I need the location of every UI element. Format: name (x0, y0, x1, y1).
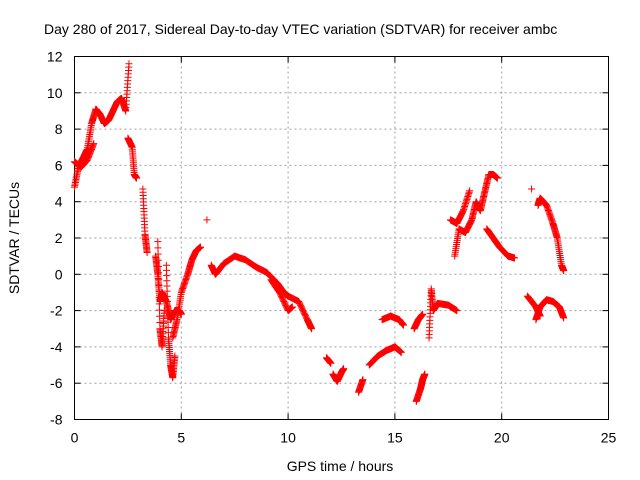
data-point-marker (327, 359, 335, 367)
y-tick-label: 8 (55, 121, 63, 137)
data-point-marker (155, 300, 163, 308)
data-point-marker (274, 287, 282, 295)
data-point-marker (397, 348, 405, 356)
x-axis-tick-labels: 0 5 10 15 20 25 (71, 430, 617, 446)
y-tick-label: -6 (50, 375, 63, 391)
axis-ticks (74, 56, 609, 420)
data-point-marker (154, 256, 162, 264)
data-point-marker (171, 352, 179, 360)
data-point-marker (421, 370, 429, 378)
data-points (71, 60, 568, 405)
chart-title: Day 280 of 2017, Sidereal Day-to-day VTE… (44, 21, 557, 37)
data-point-marker (90, 140, 98, 148)
data-point-marker (155, 269, 163, 277)
data-point-marker (125, 60, 133, 68)
y-tick-label: 4 (55, 194, 63, 210)
data-point-marker (466, 187, 474, 195)
y-tick-label: 12 (47, 49, 63, 65)
data-point-marker (340, 365, 348, 373)
x-tick-label: 5 (177, 430, 185, 446)
data-point-marker (155, 306, 163, 314)
y-axis-label: SDTVAR / TECUs (6, 182, 22, 294)
data-point-marker (155, 275, 163, 283)
data-point-marker (359, 376, 367, 384)
grid-lines (74, 56, 609, 420)
data-point-marker (419, 310, 427, 318)
data-point-marker (155, 281, 163, 289)
y-tick-label: 6 (55, 157, 63, 173)
data-point-marker (203, 216, 211, 224)
data-point-marker (154, 263, 162, 271)
y-tick-label: -8 (50, 412, 63, 428)
x-axis-label: GPS time / hours (287, 458, 394, 474)
data-point-marker (160, 307, 168, 315)
data-point-marker (154, 250, 162, 258)
data-point-marker (288, 303, 296, 311)
data-point-marker (155, 294, 163, 302)
data-point-marker (154, 244, 162, 252)
data-point-marker (197, 243, 205, 251)
data-point-marker (493, 174, 501, 182)
y-tick-label: -2 (50, 303, 63, 319)
data-point-marker (143, 249, 151, 257)
data-point-marker (399, 321, 407, 329)
data-point-marker (132, 174, 140, 182)
data-point-marker (560, 314, 568, 322)
x-tick-label: 0 (71, 430, 79, 446)
data-point-marker (156, 312, 164, 320)
y-tick-label: 0 (55, 266, 63, 282)
data-point-marker (154, 238, 162, 246)
data-point-marker (156, 319, 164, 327)
data-point-marker (453, 307, 461, 315)
data-point-marker (155, 287, 163, 295)
data-point-marker (308, 325, 316, 333)
data-point-marker (511, 254, 519, 262)
x-tick-label: 25 (601, 430, 617, 446)
y-tick-label: 2 (55, 230, 63, 246)
x-tick-label: 15 (387, 430, 403, 446)
y-axis-tick-labels: -8 -6 -4 -2 0 2 4 6 8 10 12 (47, 49, 63, 428)
data-point-marker (528, 185, 536, 193)
x-tick-label: 10 (280, 430, 296, 446)
x-tick-label: 20 (494, 430, 510, 446)
y-tick-label: -4 (50, 339, 63, 355)
y-tick-label: 10 (47, 85, 63, 101)
data-point-marker (560, 267, 568, 275)
